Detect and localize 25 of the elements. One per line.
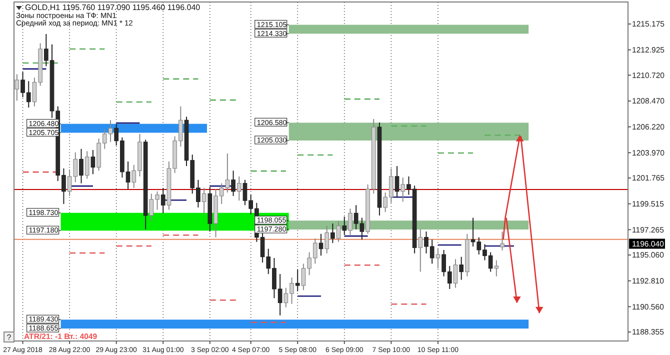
candlestick	[295, 268, 300, 292]
candlestick	[236, 176, 242, 202]
candlestick	[494, 260, 499, 277]
candlestick	[394, 166, 400, 198]
candlestick	[202, 187, 206, 215]
candlestick	[231, 170, 236, 196]
candlestick	[84, 150, 90, 180]
candlestick	[453, 258, 458, 288]
candlestick	[160, 187, 166, 214]
candlestick	[14, 74, 20, 102]
candlestick	[318, 233, 324, 256]
help-icon: ?	[4, 332, 14, 342]
candlestick	[342, 216, 347, 236]
candlestick	[324, 225, 330, 254]
candlestick	[500, 231, 504, 251]
candlestick	[330, 223, 335, 244]
chart-title: GOLD,H1 1195.760 1197.090 1195.460 1196.040	[25, 3, 201, 12]
candlestick	[400, 177, 406, 202]
candlestick	[418, 228, 423, 272]
candlestick	[79, 148, 84, 184]
candlestick	[459, 256, 464, 280]
candlestick	[436, 248, 440, 269]
candlestick	[336, 220, 341, 242]
candlestick	[90, 150, 96, 175]
candlestick	[348, 208, 352, 236]
